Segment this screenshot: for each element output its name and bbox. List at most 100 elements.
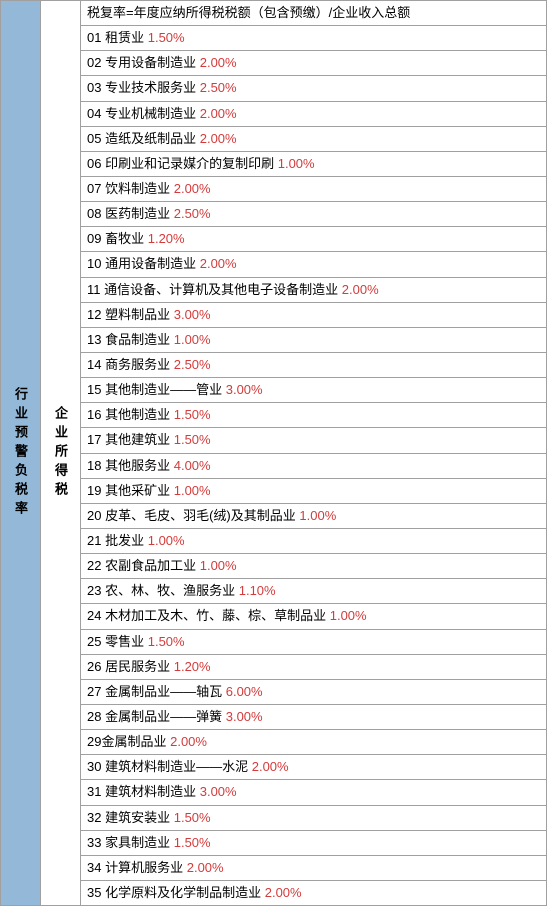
industry-name: 化学原料及化学制品制造业 bbox=[105, 885, 261, 900]
subcategory-column: 企业所得税 bbox=[41, 1, 81, 905]
industry-name: 其他服务业 bbox=[105, 458, 170, 473]
row-number: 04 bbox=[87, 106, 101, 121]
industry-name: 食品制造业 bbox=[105, 332, 170, 347]
tax-rate: 2.00% bbox=[252, 759, 289, 774]
tax-rate: 2.00% bbox=[342, 282, 379, 297]
table-row: 11 通信设备、计算机及其他电子设备制造业 2.00% bbox=[81, 278, 546, 303]
row-number: 26 bbox=[87, 659, 101, 674]
tax-rate: 1.00% bbox=[174, 332, 211, 347]
table-row: 24 木材加工及木、竹、藤、棕、草制品业 1.00% bbox=[81, 604, 546, 629]
tax-rate: 3.00% bbox=[200, 784, 237, 799]
industry-name: 其他建筑业 bbox=[105, 432, 170, 447]
table-row: 15 其他制造业——管业 3.00% bbox=[81, 378, 546, 403]
tax-rate: 2.00% bbox=[200, 106, 237, 121]
tax-rate: 2.50% bbox=[174, 206, 211, 221]
industry-name: 农、林、牧、渔服务业 bbox=[105, 583, 235, 598]
tax-rate: 1.50% bbox=[174, 810, 211, 825]
row-number: 32 bbox=[87, 810, 101, 825]
industry-name: 其他采矿业 bbox=[105, 483, 170, 498]
industry-name: 专用设备制造业 bbox=[105, 55, 196, 70]
row-number: 08 bbox=[87, 206, 101, 221]
industry-name: 建筑安装业 bbox=[105, 810, 170, 825]
row-number: 21 bbox=[87, 533, 101, 548]
table-row: 23 农、林、牧、渔服务业 1.10% bbox=[81, 579, 546, 604]
row-number: 34 bbox=[87, 860, 101, 875]
tax-rate: 2.00% bbox=[200, 55, 237, 70]
table-row: 03 专业技术服务业 2.50% bbox=[81, 76, 546, 101]
row-number: 30 bbox=[87, 759, 101, 774]
industry-name: 其他制造业——管业 bbox=[105, 382, 222, 397]
tax-rate: 1.00% bbox=[148, 533, 185, 548]
tax-rate: 3.00% bbox=[226, 382, 263, 397]
tax-rate: 1.20% bbox=[148, 231, 185, 246]
industry-name: 金属制品业——轴瓦 bbox=[105, 684, 222, 699]
table-row: 32 建筑安装业 1.50% bbox=[81, 806, 546, 831]
row-number: 13 bbox=[87, 332, 101, 347]
row-number: 22 bbox=[87, 558, 101, 573]
table-row: 18 其他服务业 4.00% bbox=[81, 454, 546, 479]
tax-rate: 2.50% bbox=[200, 80, 237, 95]
row-number: 17 bbox=[87, 432, 101, 447]
industry-name: 建筑材料制造业 bbox=[105, 784, 196, 799]
formula-row: 税复率=年度应纳所得税税额（包含预缴）/企业收入总额 bbox=[81, 1, 546, 26]
industry-name: 金属制品业 bbox=[101, 734, 166, 749]
industry-name: 其他制造业 bbox=[105, 407, 170, 422]
tax-rate: 1.00% bbox=[278, 156, 315, 171]
category-label: 行业预警负税率 bbox=[11, 387, 30, 520]
row-number: 33 bbox=[87, 835, 101, 850]
tax-rate: 2.00% bbox=[265, 885, 302, 900]
table-row: 09 畜牧业 1.20% bbox=[81, 227, 546, 252]
row-number: 05 bbox=[87, 131, 101, 146]
industry-name: 木材加工及木、竹、藤、棕、草制品业 bbox=[105, 608, 326, 623]
table-row: 27 金属制品业——轴瓦 6.00% bbox=[81, 680, 546, 705]
data-column: 税复率=年度应纳所得税税额（包含预缴）/企业收入总额01 租赁业 1.50%02… bbox=[81, 1, 546, 905]
industry-name: 通信设备、计算机及其他电子设备制造业 bbox=[104, 282, 338, 297]
tax-rate: 1.20% bbox=[174, 659, 211, 674]
industry-name: 塑料制品业 bbox=[105, 307, 170, 322]
tax-rate: 3.00% bbox=[226, 709, 263, 724]
table-row: 31 建筑材料制造业 3.00% bbox=[81, 780, 546, 805]
table-row: 16 其他制造业 1.50% bbox=[81, 403, 546, 428]
row-number: 31 bbox=[87, 784, 101, 799]
industry-name: 商务服务业 bbox=[105, 357, 170, 372]
tax-rate: 3.00% bbox=[174, 307, 211, 322]
table-row: 29金属制品业 2.00% bbox=[81, 730, 546, 755]
table-row: 34 计算机服务业 2.00% bbox=[81, 856, 546, 881]
row-number: 20 bbox=[87, 508, 101, 523]
industry-name: 金属制品业——弹簧 bbox=[105, 709, 222, 724]
tax-rate-table: 行业预警负税率 企业所得税 税复率=年度应纳所得税税额（包含预缴）/企业收入总额… bbox=[0, 0, 547, 906]
row-number: 16 bbox=[87, 407, 101, 422]
tax-rate: 1.00% bbox=[200, 558, 237, 573]
industry-name: 专业机械制造业 bbox=[105, 106, 196, 121]
row-number: 14 bbox=[87, 357, 101, 372]
industry-name: 建筑材料制造业——水泥 bbox=[105, 759, 248, 774]
table-row: 17 其他建筑业 1.50% bbox=[81, 428, 546, 453]
table-row: 12 塑料制品业 3.00% bbox=[81, 303, 546, 328]
industry-name: 零售业 bbox=[105, 634, 144, 649]
tax-rate: 2.00% bbox=[187, 860, 224, 875]
table-row: 14 商务服务业 2.50% bbox=[81, 353, 546, 378]
tax-rate: 1.50% bbox=[174, 407, 211, 422]
table-row: 04 专业机械制造业 2.00% bbox=[81, 102, 546, 127]
industry-name: 医药制造业 bbox=[105, 206, 170, 221]
row-number: 18 bbox=[87, 458, 101, 473]
row-number: 35 bbox=[87, 885, 101, 900]
table-row: 20 皮革、毛皮、羽毛(绒)及其制品业 1.00% bbox=[81, 504, 546, 529]
table-row: 22 农副食品加工业 1.00% bbox=[81, 554, 546, 579]
industry-name: 批发业 bbox=[105, 533, 144, 548]
tax-rate: 2.50% bbox=[174, 357, 211, 372]
table-row: 02 专用设备制造业 2.00% bbox=[81, 51, 546, 76]
row-number: 06 bbox=[87, 156, 101, 171]
table-row: 19 其他采矿业 1.00% bbox=[81, 479, 546, 504]
tax-rate: 1.00% bbox=[174, 483, 211, 498]
table-row: 10 通用设备制造业 2.00% bbox=[81, 252, 546, 277]
row-number: 11 bbox=[87, 282, 101, 297]
table-row: 26 居民服务业 1.20% bbox=[81, 655, 546, 680]
table-row: 08 医药制造业 2.50% bbox=[81, 202, 546, 227]
industry-name: 畜牧业 bbox=[105, 231, 144, 246]
table-row: 01 租赁业 1.50% bbox=[81, 26, 546, 51]
row-number: 24 bbox=[87, 608, 101, 623]
row-number: 28 bbox=[87, 709, 101, 724]
tax-rate: 2.00% bbox=[170, 734, 207, 749]
tax-rate: 1.00% bbox=[299, 508, 336, 523]
